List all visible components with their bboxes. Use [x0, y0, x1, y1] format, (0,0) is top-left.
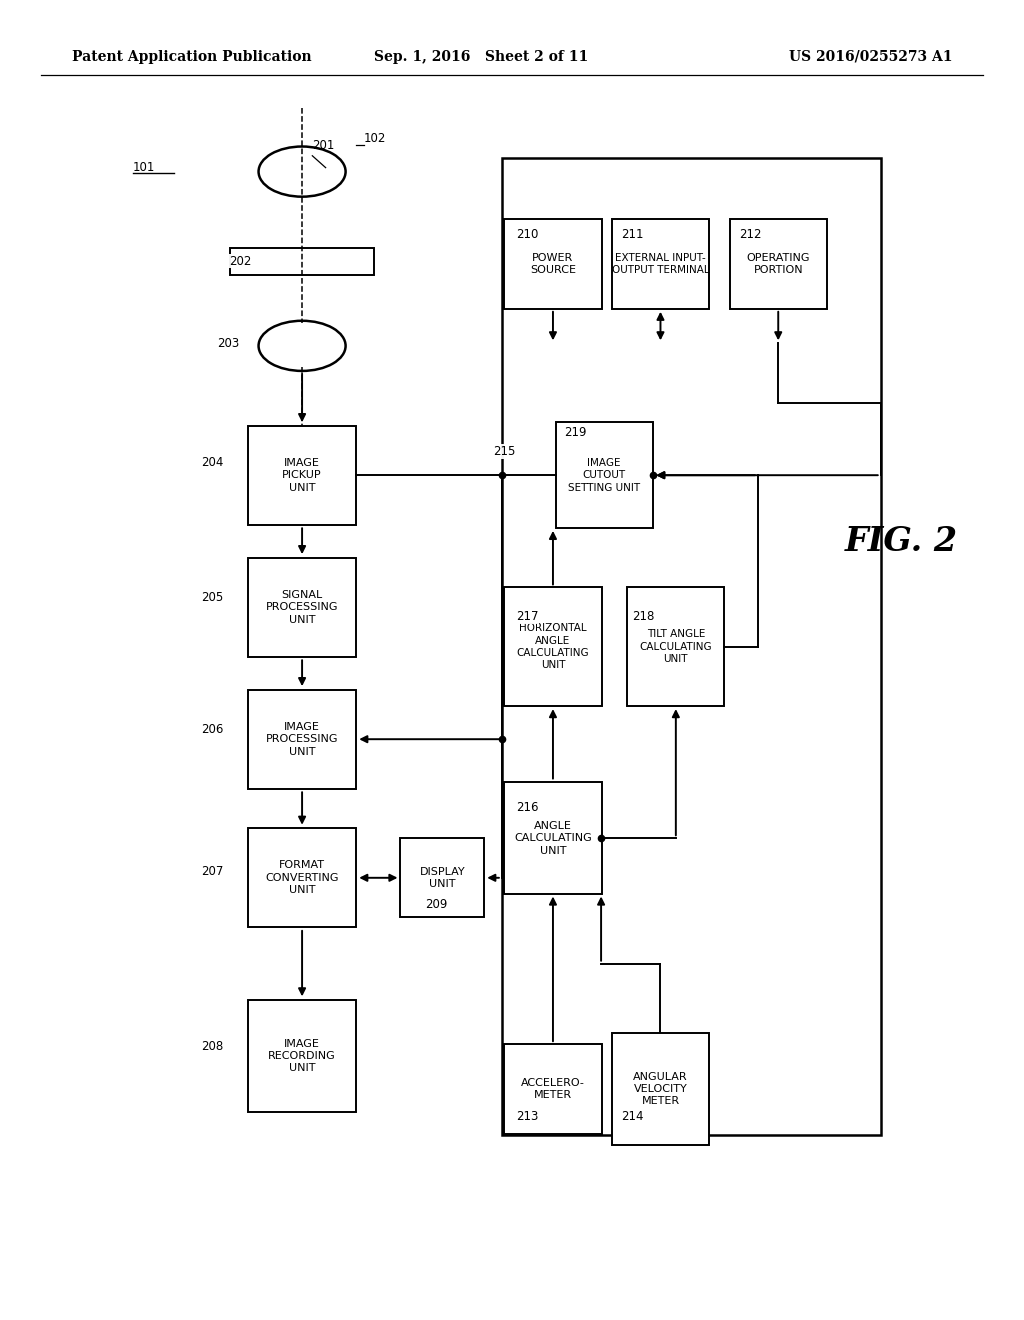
Text: 217: 217 [516, 610, 539, 623]
Text: 213: 213 [516, 1110, 539, 1123]
Text: 209: 209 [425, 898, 447, 911]
Text: ACCELERO-
METER: ACCELERO- METER [521, 1078, 585, 1100]
Text: 202: 202 [229, 255, 252, 268]
Text: EXTERNAL INPUT-
OUTPUT TERMINAL: EXTERNAL INPUT- OUTPUT TERMINAL [611, 253, 710, 275]
Bar [230, 248, 374, 275]
Text: 219: 219 [564, 426, 587, 440]
Text: 218: 218 [632, 610, 654, 623]
Text: SIGNAL
PROCESSING
UNIT: SIGNAL PROCESSING UNIT [266, 590, 338, 624]
Text: 210: 210 [516, 228, 539, 242]
Bar [627, 587, 725, 706]
Text: 203: 203 [217, 337, 240, 350]
Bar [505, 587, 602, 706]
Ellipse shape [258, 147, 345, 197]
Bar [248, 425, 356, 524]
Text: OPERATING
PORTION: OPERATING PORTION [746, 253, 810, 275]
Bar [505, 781, 602, 895]
Text: ANGULAR
VELOCITY
METER: ANGULAR VELOCITY METER [633, 1072, 688, 1106]
Bar [248, 829, 356, 927]
Text: Patent Application Publication: Patent Application Publication [72, 50, 311, 63]
Text: IMAGE
PICKUP
UNIT: IMAGE PICKUP UNIT [283, 458, 322, 492]
Text: FIG. 2: FIG. 2 [845, 525, 957, 557]
Bar [729, 219, 827, 309]
Text: 208: 208 [201, 1040, 223, 1053]
Text: 201: 201 [312, 139, 335, 152]
Text: 101: 101 [133, 161, 156, 174]
Bar [612, 219, 709, 309]
Bar [248, 1001, 356, 1111]
Text: 205: 205 [201, 591, 223, 605]
Text: HORIZONTAL
ANGLE
CALCULATING
UNIT: HORIZONTAL ANGLE CALCULATING UNIT [517, 623, 589, 671]
Text: 204: 204 [201, 455, 223, 469]
Text: FORMAT
CONVERTING
UNIT: FORMAT CONVERTING UNIT [265, 861, 339, 895]
Text: 206: 206 [201, 723, 223, 737]
Text: TILT ANGLE
CALCULATING
UNIT: TILT ANGLE CALCULATING UNIT [640, 630, 712, 664]
Text: IMAGE
RECORDING
UNIT: IMAGE RECORDING UNIT [268, 1039, 336, 1073]
Text: DISPLAY
UNIT: DISPLAY UNIT [420, 867, 465, 888]
Text: IMAGE
PROCESSING
UNIT: IMAGE PROCESSING UNIT [266, 722, 338, 756]
Text: 214: 214 [622, 1110, 644, 1123]
Text: POWER
SOURCE: POWER SOURCE [530, 253, 575, 275]
Bar [248, 689, 356, 788]
Text: 212: 212 [739, 228, 762, 242]
Text: 102: 102 [364, 132, 386, 145]
Text: IMAGE
CUTOUT
SETTING UNIT: IMAGE CUTOUT SETTING UNIT [568, 458, 640, 492]
Text: Sep. 1, 2016   Sheet 2 of 11: Sep. 1, 2016 Sheet 2 of 11 [374, 50, 589, 63]
Text: 207: 207 [201, 865, 223, 878]
Text: US 2016/0255273 A1: US 2016/0255273 A1 [788, 50, 952, 63]
Text: ANGLE
CALCULATING
UNIT: ANGLE CALCULATING UNIT [514, 821, 592, 855]
Bar [248, 557, 356, 656]
Bar [502, 158, 881, 1135]
Bar [400, 838, 484, 917]
Bar [555, 422, 653, 528]
Bar [612, 1032, 709, 1146]
Ellipse shape [258, 321, 345, 371]
Text: 215: 215 [494, 445, 516, 458]
Bar [505, 219, 602, 309]
Text: 211: 211 [622, 228, 644, 242]
Text: 216: 216 [516, 801, 539, 814]
Bar [505, 1044, 602, 1134]
